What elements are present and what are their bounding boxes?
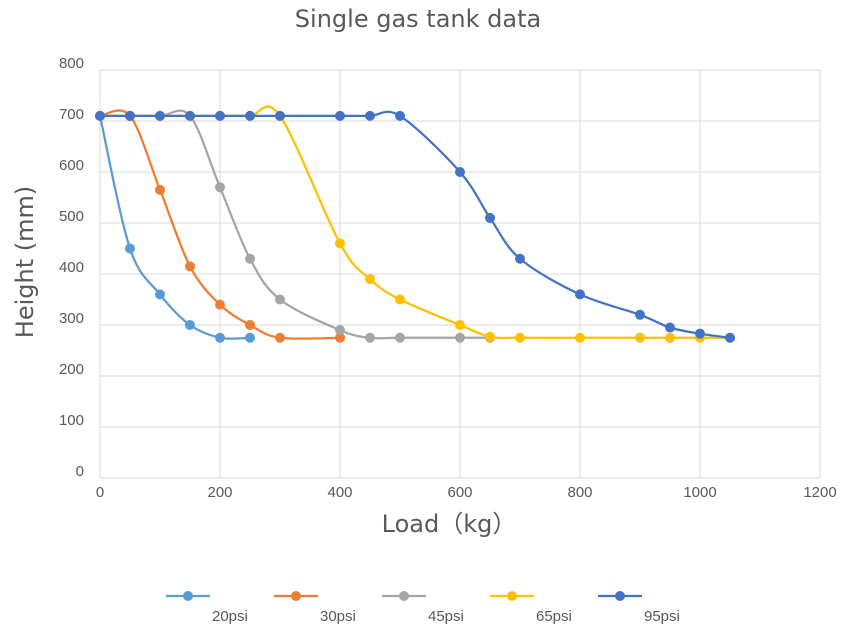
x-tick-label: 1200 xyxy=(803,484,836,501)
data-point xyxy=(155,184,165,195)
legend-item-65psi: 65psi xyxy=(490,591,572,625)
data-point xyxy=(395,332,405,343)
legend-label: 30psi xyxy=(320,608,356,625)
data-point xyxy=(335,325,345,336)
series-65psi xyxy=(95,105,735,343)
y-axis-ticks: 0 100 200 300 400 500 600 700 800 xyxy=(59,55,84,480)
legend-label: 45psi xyxy=(428,608,464,625)
data-point xyxy=(365,274,375,285)
data-point xyxy=(335,332,345,343)
data-point xyxy=(725,332,735,343)
legend-item-45psi: 45psi xyxy=(382,591,464,625)
x-axis-title: Load（kg） xyxy=(382,510,517,538)
data-point xyxy=(215,182,225,193)
legend-label: 65psi xyxy=(536,608,572,625)
data-point xyxy=(245,320,255,330)
y-tick-label: 500 xyxy=(59,208,84,225)
y-tick-label: 800 xyxy=(59,55,84,72)
data-point xyxy=(275,294,285,305)
chart-title: Single gas tank data xyxy=(295,5,541,33)
legend-swatch-marker xyxy=(507,591,517,601)
legend-item-20psi: 20psi xyxy=(166,591,248,625)
data-point xyxy=(185,320,195,330)
data-point xyxy=(485,212,495,223)
data-point xyxy=(125,243,135,254)
data-point xyxy=(215,299,225,310)
data-point xyxy=(635,309,645,320)
data-point xyxy=(335,110,345,121)
data-point xyxy=(365,110,375,121)
legend-item-30psi: 30psi xyxy=(274,591,356,625)
data-point xyxy=(185,110,195,121)
data-point xyxy=(95,110,105,121)
data-point xyxy=(665,332,675,343)
data-point xyxy=(515,253,525,264)
series-group xyxy=(95,105,735,343)
x-tick-label: 200 xyxy=(207,484,232,501)
y-tick-label: 700 xyxy=(59,106,84,123)
series-95psi xyxy=(95,110,735,343)
legend-label: 95psi xyxy=(644,608,680,625)
x-tick-label: 600 xyxy=(447,484,472,501)
gridlines xyxy=(99,69,821,479)
series-line xyxy=(99,110,731,339)
data-point xyxy=(215,110,225,121)
data-point xyxy=(635,332,645,343)
data-point xyxy=(575,289,585,300)
data-point xyxy=(575,332,585,343)
data-point xyxy=(245,332,255,343)
y-tick-label: 200 xyxy=(59,361,84,378)
data-point xyxy=(155,289,165,300)
data-point xyxy=(185,261,195,272)
data-point xyxy=(455,167,465,177)
legend-label: 20psi xyxy=(212,608,248,625)
series-line xyxy=(99,105,730,340)
y-axis-title: Height (mm) xyxy=(11,186,39,338)
data-point xyxy=(125,110,135,121)
legend-swatch-marker xyxy=(183,591,193,601)
y-tick-label: 300 xyxy=(59,310,84,327)
x-tick-label: 1000 xyxy=(683,484,716,501)
data-point xyxy=(155,110,165,121)
data-point xyxy=(395,294,405,305)
x-tick-label: 0 xyxy=(96,484,104,501)
y-tick-label: 400 xyxy=(59,259,84,276)
y-tick-label: 0 xyxy=(76,463,84,480)
data-point xyxy=(245,110,255,121)
data-point xyxy=(335,238,345,249)
x-tick-label: 400 xyxy=(327,484,352,501)
data-point xyxy=(695,328,705,339)
legend-item-95psi: 95psi xyxy=(598,591,680,625)
data-point xyxy=(275,110,285,121)
data-point xyxy=(455,332,465,343)
y-tick-label: 100 xyxy=(59,412,84,429)
x-tick-label: 800 xyxy=(567,484,592,501)
data-point xyxy=(395,110,405,121)
series-20psi xyxy=(95,110,255,343)
data-point xyxy=(665,322,675,333)
legend: 20psi 30psi 45psi 65psi 95psi xyxy=(166,591,680,625)
legend-swatch-marker xyxy=(399,591,409,601)
data-point xyxy=(275,332,285,343)
data-point xyxy=(485,331,495,342)
x-axis-ticks: 0 200 400 600 800 1000 1200 xyxy=(96,484,837,501)
legend-swatch-marker xyxy=(291,591,301,601)
series-line xyxy=(99,109,341,340)
legend-swatch-marker xyxy=(615,591,625,601)
data-point xyxy=(515,332,525,343)
data-point xyxy=(365,332,375,343)
data-point xyxy=(245,253,255,264)
y-tick-label: 600 xyxy=(59,157,84,174)
data-point xyxy=(455,320,465,330)
data-point xyxy=(215,332,225,343)
